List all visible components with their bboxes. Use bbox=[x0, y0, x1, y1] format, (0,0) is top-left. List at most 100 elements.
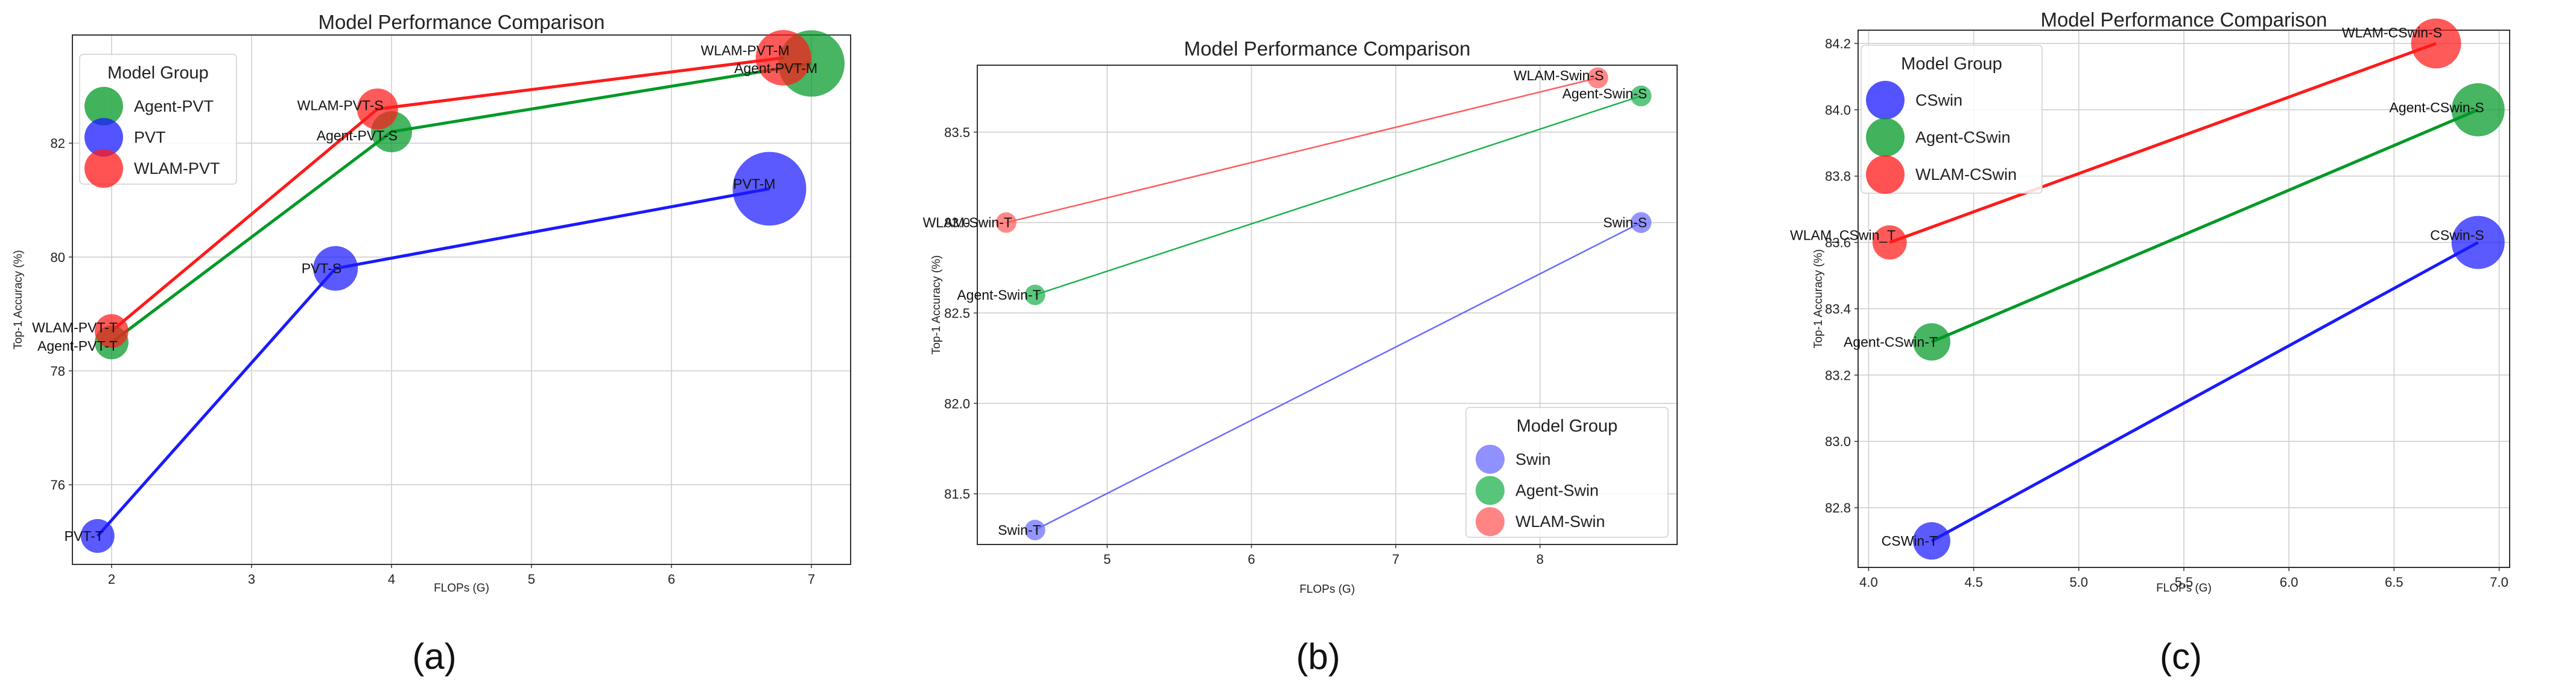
series-line-wlam-swin bbox=[1006, 77, 1598, 223]
point-label: WLAM-PVT-M bbox=[701, 43, 790, 59]
y-tick-label: 82.0 bbox=[944, 396, 970, 411]
point-label: Swin-T bbox=[998, 522, 1041, 538]
point-label: PVT-T bbox=[65, 528, 104, 544]
series-line-cswin bbox=[1930, 241, 2479, 543]
point-label: CSWin-T bbox=[1882, 533, 1938, 549]
point-label: PVT-S bbox=[302, 261, 341, 276]
series-line-agent-cswin bbox=[1930, 108, 2479, 343]
data-point-pvt-m bbox=[732, 152, 807, 226]
x-tick-label: 4 bbox=[388, 572, 395, 587]
chart-panel-2: 5 6 7 8 81.5 82.0 82.5 83.0 83.5 Model Performanc… bbox=[923, 37, 1678, 677]
data-point-wlam-cswin-t bbox=[1872, 225, 1907, 260]
legend-label: Swin bbox=[1515, 450, 1551, 468]
data-point-cswin-t bbox=[1912, 522, 1950, 560]
x-tick-label: 8 bbox=[1537, 552, 1544, 567]
y-tick-label: 78 bbox=[51, 363, 65, 378]
x-tick-label: 6.0 bbox=[2280, 575, 2298, 590]
data-point-agent-cswin-t bbox=[1912, 323, 1950, 361]
x-tick-label: 2 bbox=[108, 572, 115, 587]
x-tick-label: 5.0 bbox=[2070, 575, 2089, 590]
series-lines bbox=[1889, 42, 2479, 543]
point-label: Agent-PVT-S bbox=[317, 127, 398, 143]
point-label: WLAM-PVT-T bbox=[32, 319, 118, 335]
x-tick-label: 6 bbox=[668, 572, 675, 587]
data-point-cswin-s bbox=[2451, 216, 2505, 269]
y-tick-label: 84.0 bbox=[1825, 103, 1851, 118]
x-tick-label: 7 bbox=[808, 572, 815, 587]
y-tick-label: 83.5 bbox=[944, 125, 970, 140]
panel-label: (b) bbox=[1296, 636, 1340, 677]
y-tick-label: 83.0 bbox=[1825, 434, 1851, 449]
point-label: WLAM_CSwin_T bbox=[1790, 228, 1896, 243]
point-label: Agent-Swin-S bbox=[1562, 86, 1648, 101]
point-labels: Agent-PVT-T Agent-PVT-S Agent-PVT-M PVT-T PV… bbox=[32, 43, 817, 544]
point-labels: Swin-T Swin-S Agent-Swin-T Agent-Swin-S WLAM… bbox=[923, 68, 1648, 538]
x-axis-label: FLOPs (G) bbox=[434, 582, 489, 595]
point-label: WLAM-Swin-S bbox=[1514, 68, 1604, 83]
legend-label: Agent-PVT bbox=[134, 97, 214, 115]
series-lines bbox=[1006, 77, 1642, 531]
chart-title: Model Performance Comparison bbox=[318, 11, 604, 33]
point-label: PVT-M bbox=[733, 176, 775, 192]
legend-box bbox=[1465, 407, 1669, 538]
legend-swatch-swin bbox=[1476, 444, 1505, 474]
legend-label: WLAM-PVT bbox=[134, 159, 220, 177]
x-tick-label: 4.5 bbox=[1964, 575, 1983, 590]
point-labels: CSWin-T CSwin-S Agent-CSwin-T Agent-CSwin-S… bbox=[1790, 25, 2484, 549]
chart-title: Model Performance Comparison bbox=[1184, 37, 1470, 60]
y-tick-label: 83.2 bbox=[1825, 368, 1851, 383]
chart-title: Model Performance Comparison bbox=[2040, 8, 2327, 31]
chart-panel-1: 2 3 4 5 6 7 76 78 80 82 Model Performance Comparis… bbox=[12, 11, 851, 677]
data-points bbox=[80, 30, 845, 553]
data-point-pvt-s bbox=[313, 246, 358, 291]
axes-frame bbox=[977, 65, 1678, 545]
y-tick-label: 80 bbox=[51, 250, 65, 265]
y-tick-label: 82.5 bbox=[944, 305, 970, 321]
x-axis-label: FLOPs (G) bbox=[1299, 583, 1355, 596]
legend: Model Group CSwin Agent-CSwin WLAM-CSwin bbox=[1861, 45, 2043, 194]
axes-frame bbox=[72, 34, 851, 565]
y-axis-label: Top-1 Accuracy (%) bbox=[930, 255, 943, 355]
point-label: WLAM-PVT-S bbox=[297, 98, 384, 113]
legend-title: Model Group bbox=[1901, 54, 2002, 74]
y-axis-label: Top-1 Accuracy (%) bbox=[12, 250, 25, 350]
legend-label: Agent-CSwin bbox=[1915, 129, 2011, 147]
x-tick-label: 5 bbox=[528, 572, 535, 587]
data-point-swin-s bbox=[1630, 212, 1652, 233]
x-tick-label: 5.5 bbox=[2175, 575, 2194, 590]
legend-label: WLAM-Swin bbox=[1515, 512, 1605, 531]
data-point-wlam-pvt-m bbox=[755, 30, 811, 86]
x-tick-label: 6 bbox=[1248, 552, 1255, 567]
point-label: Agent-CSwin-T bbox=[1844, 334, 1938, 350]
data-points bbox=[1872, 18, 2505, 560]
data-point-wlam-swin-s bbox=[1587, 67, 1608, 89]
series-line-swin bbox=[1035, 222, 1642, 531]
point-label: Agent-CSwin-S bbox=[2390, 100, 2484, 115]
chart-panel-3: 4.0 4.5 5.0 5.5 6.0 6.5 7.0 82.8 83.0 83.2 83.4 83.… bbox=[1790, 8, 2510, 677]
legend: Model Group Agent-PVT PVT WLAM-PVT bbox=[79, 54, 237, 188]
series-line-agent-swin bbox=[1035, 95, 1642, 296]
data-point-agent-swin-t bbox=[1024, 284, 1045, 305]
y-tick-label: 83.4 bbox=[1825, 301, 1851, 316]
x-tick-label: 5 bbox=[1103, 552, 1111, 567]
data-point-pvt-t bbox=[80, 519, 115, 553]
legend-swatch-agent-swin bbox=[1476, 476, 1505, 505]
legend-label: PVT bbox=[134, 129, 166, 147]
gridlines bbox=[1858, 30, 2510, 567]
y-tick-label: 82.8 bbox=[1825, 500, 1851, 516]
legend: Model Group Swin Agent-Swin WLAM-Swin bbox=[1465, 407, 1669, 538]
point-label: Agent-PVT-T bbox=[37, 338, 118, 354]
data-point-wlam-cswin-s bbox=[2411, 18, 2461, 69]
data-point-swin-t bbox=[1024, 520, 1045, 541]
point-label: Agent-PVT-M bbox=[734, 60, 817, 76]
legend-swatch-cswin bbox=[1866, 80, 1905, 120]
data-point-wlam-swin-t bbox=[995, 212, 1017, 233]
data-point-agent-cswin-s bbox=[2451, 83, 2505, 136]
panel-label: (c) bbox=[2160, 636, 2202, 677]
point-label: WLAM-CSwin-S bbox=[2342, 25, 2442, 40]
y-tick-label: 83.6 bbox=[1825, 235, 1851, 251]
y-axis-label: Top-1 Accuracy (%) bbox=[1812, 249, 1825, 349]
x-tick-label: 7.0 bbox=[2490, 575, 2508, 590]
legend-swatch-wlam-swin bbox=[1476, 507, 1505, 537]
